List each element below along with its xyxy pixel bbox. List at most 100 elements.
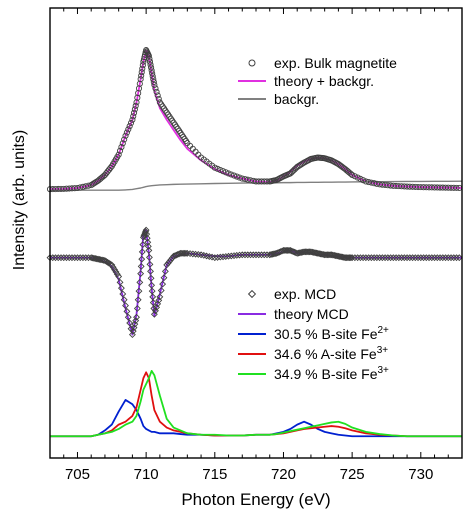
legend-item: theory MCD xyxy=(238,306,349,322)
legend-item: 34.6 % A-site Fe3+ xyxy=(238,345,388,362)
data-point xyxy=(146,260,154,268)
data-point xyxy=(453,184,460,191)
data-point xyxy=(134,296,142,304)
data-point xyxy=(151,81,158,88)
data-point xyxy=(447,254,455,262)
data-point xyxy=(444,254,452,262)
legend-label: theory + backgr. xyxy=(274,73,374,89)
data-point xyxy=(241,176,249,183)
series-line-34-6-a-site-fe3 xyxy=(50,371,462,438)
data-point xyxy=(326,251,334,259)
data-point xyxy=(144,238,152,246)
data-point xyxy=(442,254,449,262)
data-point xyxy=(146,58,154,65)
series-line-34-9-b-site-fe3 xyxy=(50,370,462,438)
data-point xyxy=(359,254,367,262)
data-point xyxy=(124,313,132,321)
data-point xyxy=(214,165,221,172)
data-point xyxy=(189,250,197,258)
data-point xyxy=(123,129,130,136)
data-point xyxy=(121,136,128,143)
data-point xyxy=(233,173,240,180)
legend-label: 30.5 % B-site Fe2+ xyxy=(274,325,389,342)
data-point xyxy=(398,254,406,262)
data-point xyxy=(131,320,139,328)
data-point xyxy=(150,305,158,312)
legend-item: 34.9 % B-site Fe3+ xyxy=(238,365,389,382)
series-exp-mcd xyxy=(46,226,463,339)
data-point xyxy=(450,254,458,262)
data-point xyxy=(436,254,444,262)
data-point xyxy=(233,251,241,259)
data-point xyxy=(145,253,153,261)
data-point xyxy=(85,254,92,262)
data-point xyxy=(155,95,162,102)
data-point xyxy=(133,99,140,106)
data-point xyxy=(247,177,254,184)
legend-absorption: exp. Bulk magnetite theory + backgr. backg… xyxy=(238,55,397,107)
data-point xyxy=(159,280,167,288)
data-point xyxy=(132,102,139,109)
data-point xyxy=(132,317,140,325)
data-point xyxy=(211,254,219,262)
data-point xyxy=(348,254,356,262)
data-point xyxy=(123,307,131,315)
data-point xyxy=(138,72,145,79)
data-point xyxy=(149,73,156,80)
legend-label: exp. MCD xyxy=(274,286,336,302)
data-point xyxy=(244,251,252,259)
data-point xyxy=(194,251,202,258)
data-point xyxy=(118,144,125,151)
data-point xyxy=(255,251,263,259)
data-point xyxy=(125,126,132,133)
data-point xyxy=(367,254,375,262)
data-point xyxy=(71,254,79,262)
data-point xyxy=(116,278,124,286)
data-point xyxy=(351,254,359,262)
data-point xyxy=(395,254,403,262)
data-point xyxy=(306,248,313,256)
data-point xyxy=(247,251,254,259)
data-point xyxy=(79,254,87,262)
data-point xyxy=(354,254,362,262)
legend-item: 30.5 % B-site Fe2+ xyxy=(238,325,389,342)
data-point xyxy=(128,331,136,339)
data-point xyxy=(409,254,416,262)
data-point xyxy=(77,184,84,191)
data-point xyxy=(219,253,227,261)
data-point xyxy=(76,254,84,262)
data-point xyxy=(54,254,62,262)
data-point xyxy=(57,254,65,262)
data-point xyxy=(403,254,411,262)
data-point xyxy=(137,262,145,270)
data-point xyxy=(137,76,144,83)
data-point xyxy=(230,172,238,179)
data-point xyxy=(143,234,151,242)
data-point xyxy=(384,254,392,262)
data-point xyxy=(82,183,89,190)
data-point xyxy=(217,166,224,174)
series-markers xyxy=(46,47,463,339)
data-point xyxy=(192,250,200,258)
data-point xyxy=(139,241,147,249)
data-point xyxy=(130,324,138,332)
data-point xyxy=(138,255,146,263)
data-point xyxy=(365,254,373,262)
data-point xyxy=(126,123,133,130)
data-point xyxy=(356,254,364,262)
data-point xyxy=(368,179,375,186)
data-point xyxy=(219,168,227,175)
data-point xyxy=(149,293,157,301)
data-point xyxy=(414,254,422,262)
data-point xyxy=(116,147,124,154)
x-tick-label: 730 xyxy=(408,466,433,483)
data-point xyxy=(147,61,154,68)
data-point xyxy=(319,251,327,258)
x-tick-label: 710 xyxy=(134,466,159,483)
data-point xyxy=(222,169,229,176)
data-point xyxy=(145,246,153,254)
data-point xyxy=(133,305,141,312)
x-tick-label: 720 xyxy=(271,466,296,483)
x-axis-label: Photon Energy (eV) xyxy=(181,490,330,509)
data-point xyxy=(149,299,157,307)
